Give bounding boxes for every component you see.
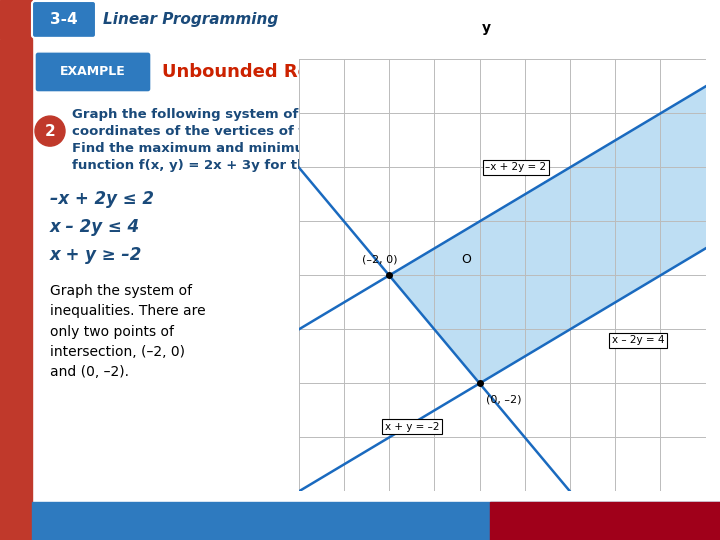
Bar xyxy=(0,39,32,540)
Bar xyxy=(490,502,720,540)
Text: function f(x, y) = 2x + 3y for this region.: function f(x, y) = 2x + 3y for this regi… xyxy=(72,159,377,172)
Text: x – 2y ≤ 4: x – 2y ≤ 4 xyxy=(50,218,140,237)
FancyBboxPatch shape xyxy=(35,52,151,92)
Text: inequalities. There are: inequalities. There are xyxy=(50,305,206,319)
Text: only two points of: only two points of xyxy=(50,325,174,339)
Text: y: y xyxy=(482,21,491,35)
Text: (–2, 0): (–2, 0) xyxy=(362,254,397,264)
Text: –x + 2y ≤ 2: –x + 2y ≤ 2 xyxy=(50,190,154,208)
Text: x – 2y = 4: x – 2y = 4 xyxy=(611,335,664,345)
Text: Graph the following system of inequalities. Name the: Graph the following system of inequaliti… xyxy=(72,107,473,120)
Text: and (0, –2).: and (0, –2). xyxy=(50,364,129,379)
Text: O: O xyxy=(461,253,471,266)
Text: Graph the system of: Graph the system of xyxy=(50,285,192,299)
FancyBboxPatch shape xyxy=(32,1,96,38)
Text: Find the maximum and minimum values of the: Find the maximum and minimum values of t… xyxy=(72,141,420,154)
Text: Unbounded Region: Unbounded Region xyxy=(162,63,354,81)
Text: x + y = –2: x + y = –2 xyxy=(384,422,439,431)
Bar xyxy=(0,0,32,39)
Text: Linear Programming: Linear Programming xyxy=(103,12,278,27)
Text: EXAMPLE: EXAMPLE xyxy=(60,65,126,78)
Text: 3-4: 3-4 xyxy=(50,12,78,27)
Text: x + y ≥ –2: x + y ≥ –2 xyxy=(50,246,143,265)
Text: –x + 2y = 2: –x + 2y = 2 xyxy=(485,163,546,172)
Bar xyxy=(32,502,720,540)
Text: intersection, (–2, 0): intersection, (–2, 0) xyxy=(50,345,185,359)
Text: (0, –2): (0, –2) xyxy=(487,395,522,404)
Text: 2: 2 xyxy=(45,124,55,139)
Text: coordinates of the vertices of the feasible region.: coordinates of the vertices of the feasi… xyxy=(72,125,446,138)
Circle shape xyxy=(35,116,65,146)
